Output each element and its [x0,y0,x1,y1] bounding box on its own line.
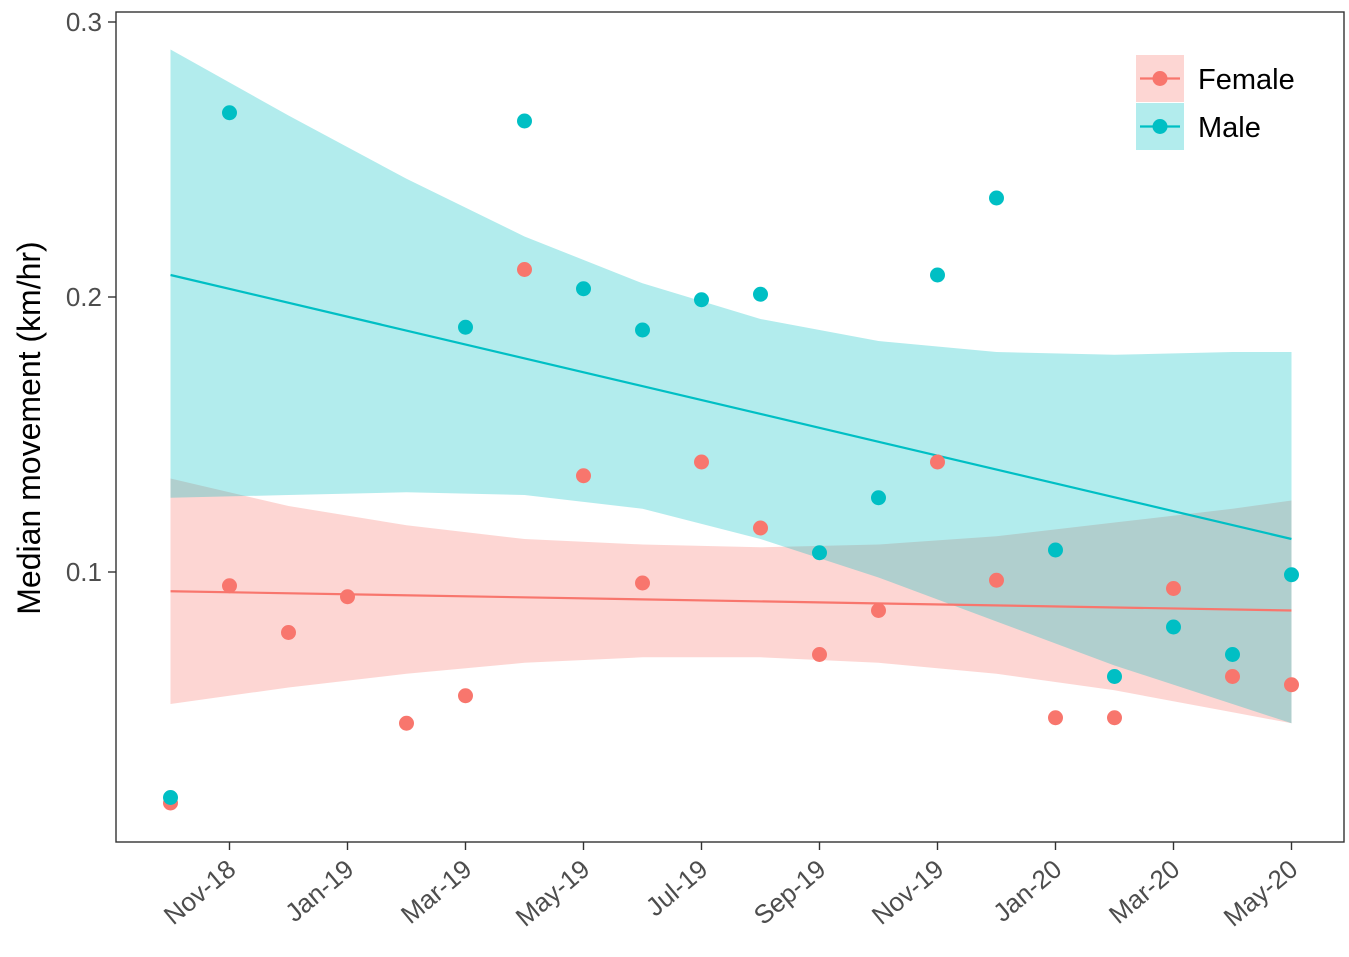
legend: Female Male [1136,55,1295,150]
female-point [458,688,473,704]
legend-dot-female [1152,71,1168,86]
male-point [1048,542,1063,558]
male-point [753,286,768,302]
female-point [1107,710,1122,726]
male-point [871,490,886,506]
x-tick-label: Jan-20 [987,854,1067,928]
female-point [1048,710,1063,726]
x-tick-label: Sep-19 [748,854,832,931]
female-point [1284,677,1299,693]
x-tick-label: Mar-20 [1103,854,1185,930]
confidence-bands [170,49,1292,724]
male-point [163,790,178,805]
female-point [399,715,414,731]
female-point [517,262,532,277]
male-point [517,113,532,129]
y-tick-label: 0.2 [66,282,102,312]
male-point [1284,567,1299,583]
x-tick-label: Jul-19 [640,854,714,923]
male-point [635,322,650,338]
female-point [576,468,591,484]
female-point [635,575,650,591]
legend-dot-male [1152,119,1168,134]
x-tick-label: Jan-19 [279,854,359,928]
male-point [694,292,709,308]
data-points [163,105,1299,811]
male-point [458,319,473,335]
male-point [222,105,237,121]
male-point [576,281,591,297]
y-tick-label: 0.3 [66,7,102,37]
male-point [1166,619,1181,635]
x-tick-label: Mar-19 [395,854,477,930]
female-trend-line [170,590,1292,612]
female-point [1166,581,1181,596]
x-tick-label: Nov-19 [866,854,949,931]
x-tick-label: May-20 [1218,854,1304,933]
male-point [989,190,1004,206]
trend-lines [170,273,1292,612]
female-point [812,647,827,662]
y-tick-label: 0.1 [66,557,102,587]
x-axis: Nov-18 Jan-19 Mar-19 May-19 Jul-19 Sep-19 Nov-… [158,842,1303,932]
male-point [930,267,945,283]
female-point [281,625,296,640]
male-point [1107,669,1122,684]
male-point [812,545,827,561]
female-point [1225,669,1240,684]
y-axis: 0.1 0.2 0.3 [66,7,116,587]
female-point [989,572,1004,588]
legend-label-male: Male [1198,112,1261,144]
female-point [930,454,945,470]
male-confidence-band [170,49,1292,724]
female-point [753,520,768,536]
female-point [694,454,709,470]
female-point [340,589,355,605]
x-tick-label: Nov-18 [158,854,241,931]
y-axis-title: Median movement (km/hr) [11,241,47,614]
legend-label-female: Female [1198,64,1295,96]
male-point [1225,647,1240,662]
male-trend-line [170,273,1292,541]
legend-item-male: Male [1136,103,1261,150]
female-point [222,578,237,594]
x-tick-label: May-19 [510,854,596,933]
panel-border [115,11,1345,843]
legend-item-female: Female [1136,55,1295,102]
female-point [871,603,886,618]
